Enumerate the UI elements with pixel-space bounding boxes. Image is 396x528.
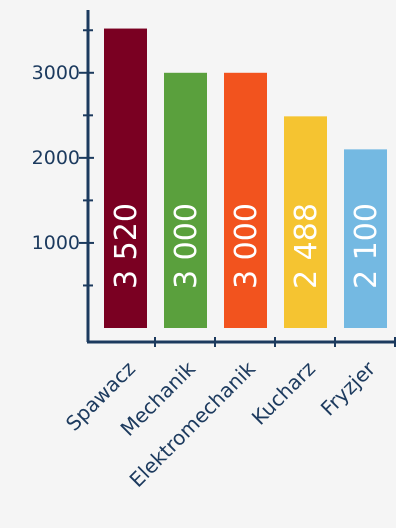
y-tick-label: 1000 xyxy=(32,232,80,254)
bar-spawacz xyxy=(104,28,147,329)
value-label: 3 000 xyxy=(169,203,204,289)
x-axis: SpawaczMechanikElektromechanikKucharzFry… xyxy=(61,337,396,492)
category-label: Kucharz xyxy=(247,356,320,429)
value-label: 2 100 xyxy=(349,203,384,289)
y-tick-label: 2000 xyxy=(32,147,80,169)
bar-kucharz xyxy=(284,116,327,328)
value-labels-group: 3 520 3 000 3 000 2 488 2 100 xyxy=(109,203,384,289)
category-label: Fryzjer xyxy=(316,356,381,421)
value-label: 3 000 xyxy=(229,203,264,289)
value-label: 2 488 xyxy=(289,203,324,289)
bar-mechanik xyxy=(164,72,207,328)
value-label: 3 520 xyxy=(109,203,144,289)
bar-elektromechanik xyxy=(224,72,267,328)
y-tick-label: 3000 xyxy=(32,62,80,84)
bar-fryzjer xyxy=(344,149,387,328)
y-axis: 1000 2000 3000 xyxy=(32,10,94,342)
bars-group xyxy=(104,28,387,329)
